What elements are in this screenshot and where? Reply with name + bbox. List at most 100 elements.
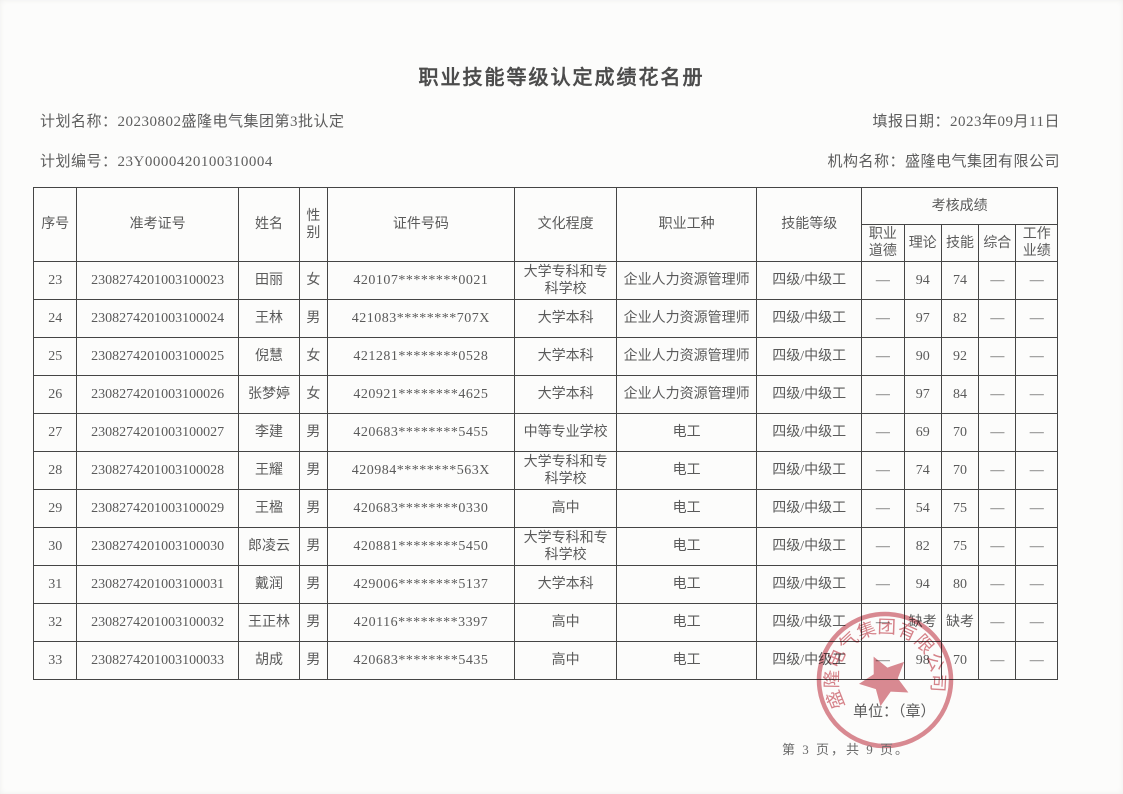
cell-score-4: — [1015, 337, 1058, 376]
col-header-scores-group: 考核成绩 [861, 187, 1058, 225]
cell-gender: 男 [299, 641, 328, 680]
cell-name: 倪慧 [237, 337, 301, 376]
cell-score-3: — [978, 299, 1017, 338]
cell-gender: 男 [299, 565, 328, 604]
cell-skill-level: 四级/中级工 [756, 489, 863, 528]
cell-education: 大学本科 [514, 375, 618, 414]
cell-occupation: 企业人力资源管理师 [616, 261, 758, 300]
cell-occupation: 电工 [616, 489, 758, 528]
cell-exam-no: 2308274201003100025 [76, 337, 239, 376]
cell-gender: 男 [299, 489, 328, 528]
org-name: 机构名称：盛隆电气集团有限公司 [827, 150, 1060, 171]
cell-gender: 男 [299, 603, 328, 642]
cell-occupation: 电工 [616, 527, 758, 566]
cell-score-2: 70 [940, 451, 980, 490]
cell-score-1: 97 [903, 299, 942, 338]
cell-score-0: — [861, 527, 905, 566]
cell-score-2: 缺考 [940, 603, 980, 642]
col-header-work-performance: 工作业绩 [1015, 224, 1058, 262]
cell-education: 高中 [514, 603, 618, 642]
page-number: 第 3 页，共 9 页。 [782, 742, 911, 757]
cell-score-1: 94 [903, 261, 942, 300]
cell-education: 高中 [514, 489, 618, 528]
cell-skill-level: 四级/中级工 [756, 451, 863, 490]
cell-education: 大学本科 [514, 337, 618, 376]
org-name-value: 盛隆电气集团有限公司 [904, 154, 1060, 170]
cell-exam-no: 2308274201003100023 [76, 261, 239, 300]
col-header-name: 姓名 [237, 187, 301, 262]
cell-id-no: 421083********707X [326, 299, 516, 338]
header-row-1: 序号 准考证号 姓名 性别 证件号码 文化程度 职业工种 技能等级 考核成绩 [32, 187, 1058, 262]
report-date-value: 2023年09月11日 [950, 114, 1060, 130]
col-header-skill-level: 技能等级 [756, 187, 863, 262]
cell-score-1: 69 [903, 413, 942, 452]
score-roster-table: 序号 准考证号 姓名 性别 证件号码 文化程度 职业工种 技能等级 考核成绩 职… [32, 187, 1058, 680]
cell-score-2: 75 [940, 489, 980, 528]
plan-name: 计划名称：20230802盛隆电气集团第3批认定 [40, 114, 345, 130]
cell-score-0: — [861, 337, 905, 376]
cell-score-4: — [1015, 299, 1058, 338]
cell-id-no: 420107********0021 [326, 261, 516, 300]
cell-id-no: 420683********0330 [326, 489, 516, 528]
cell-score-3: — [978, 565, 1017, 604]
header-row-2: 职业道德 理论 技能 综合 工作业绩 [34, 224, 1058, 262]
cell-score-3: — [978, 603, 1017, 642]
cell-score-2: 70 [940, 641, 980, 680]
cell-score-4: — [1015, 603, 1058, 642]
cell-name: 李建 [237, 413, 301, 452]
cell-gender: 女 [299, 261, 328, 300]
cell-occupation: 企业人力资源管理师 [616, 375, 758, 414]
cell-score-0: — [861, 261, 905, 300]
cell-score-0: — [861, 299, 905, 338]
cell-score-1: 90 [903, 337, 942, 376]
table-row: 31 2308274201003100031 戴润男 429006********51… [32, 565, 1058, 604]
meta-line-2: 计划编号：23Y0000420100310004 机构名称：盛隆电气集团有限公司 [40, 150, 1060, 171]
cell-seq: 24 [32, 299, 78, 338]
cell-score-1: 缺考 [903, 603, 942, 642]
page-title: 职业技能等级认定成绩花名册 [418, 67, 705, 89]
cell-seq: 23 [32, 261, 78, 300]
cell-seq: 32 [32, 603, 78, 642]
cell-skill-level: 四级/中级工 [756, 565, 863, 604]
table-row: 26 2308274201003100026 张梦婷女 420921********4… [32, 375, 1058, 414]
cell-seq: 28 [32, 451, 78, 490]
cell-exam-no: 2308274201003100029 [76, 489, 239, 528]
cell-score-3: — [978, 527, 1017, 566]
cell-score-2: 70 [940, 413, 980, 452]
cell-seq: 27 [32, 413, 78, 452]
cell-skill-level: 四级/中级工 [756, 641, 863, 680]
cell-exam-no: 2308274201003100026 [76, 375, 239, 414]
cell-score-1: 98 [903, 641, 942, 680]
cell-skill-level: 四级/中级工 [756, 603, 863, 642]
cell-name: 王林 [237, 299, 301, 338]
cell-name: 郎凌云 [237, 527, 301, 566]
cell-exam-no: 2308274201003100028 [76, 451, 239, 490]
cell-score-4: — [1015, 375, 1058, 414]
col-header-exam-no: 准考证号 [76, 187, 239, 262]
cell-education: 大学本科 [514, 565, 618, 604]
cell-score-3: — [978, 375, 1017, 414]
cell-seq: 33 [32, 641, 78, 680]
table-row: 23 2308274201003100023 田丽女 420107********00… [32, 261, 1058, 300]
col-header-skill: 技能 [940, 224, 980, 262]
cell-education: 大学专科和专科学校 [514, 261, 618, 300]
cell-score-2: 80 [940, 565, 980, 604]
table-row: 24 2308274201003100024 王林男 421083********70… [32, 299, 1058, 338]
cell-occupation: 企业人力资源管理师 [616, 299, 758, 338]
cell-education: 大学专科和专科学校 [514, 527, 618, 566]
org-name-label: 机构名称： [827, 154, 905, 170]
cell-score-3: — [978, 489, 1017, 528]
cell-exam-no: 2308274201003100027 [76, 413, 239, 452]
cell-id-no: 429006********5137 [326, 565, 516, 604]
col-header-education: 文化程度 [514, 187, 618, 262]
cell-score-2: 82 [940, 299, 980, 338]
cell-id-no: 420683********5435 [326, 641, 516, 680]
cell-gender: 男 [299, 299, 328, 338]
cell-score-1: 82 [903, 527, 942, 566]
cell-name: 王楹 [237, 489, 301, 528]
table-row: 25 2308274201003100025 倪慧女 421281********05… [32, 337, 1058, 376]
cell-skill-level: 四级/中级工 [756, 527, 863, 566]
cell-score-1: 54 [903, 489, 942, 528]
cell-name: 张梦婷 [237, 375, 301, 414]
cell-score-0: — [861, 413, 905, 452]
